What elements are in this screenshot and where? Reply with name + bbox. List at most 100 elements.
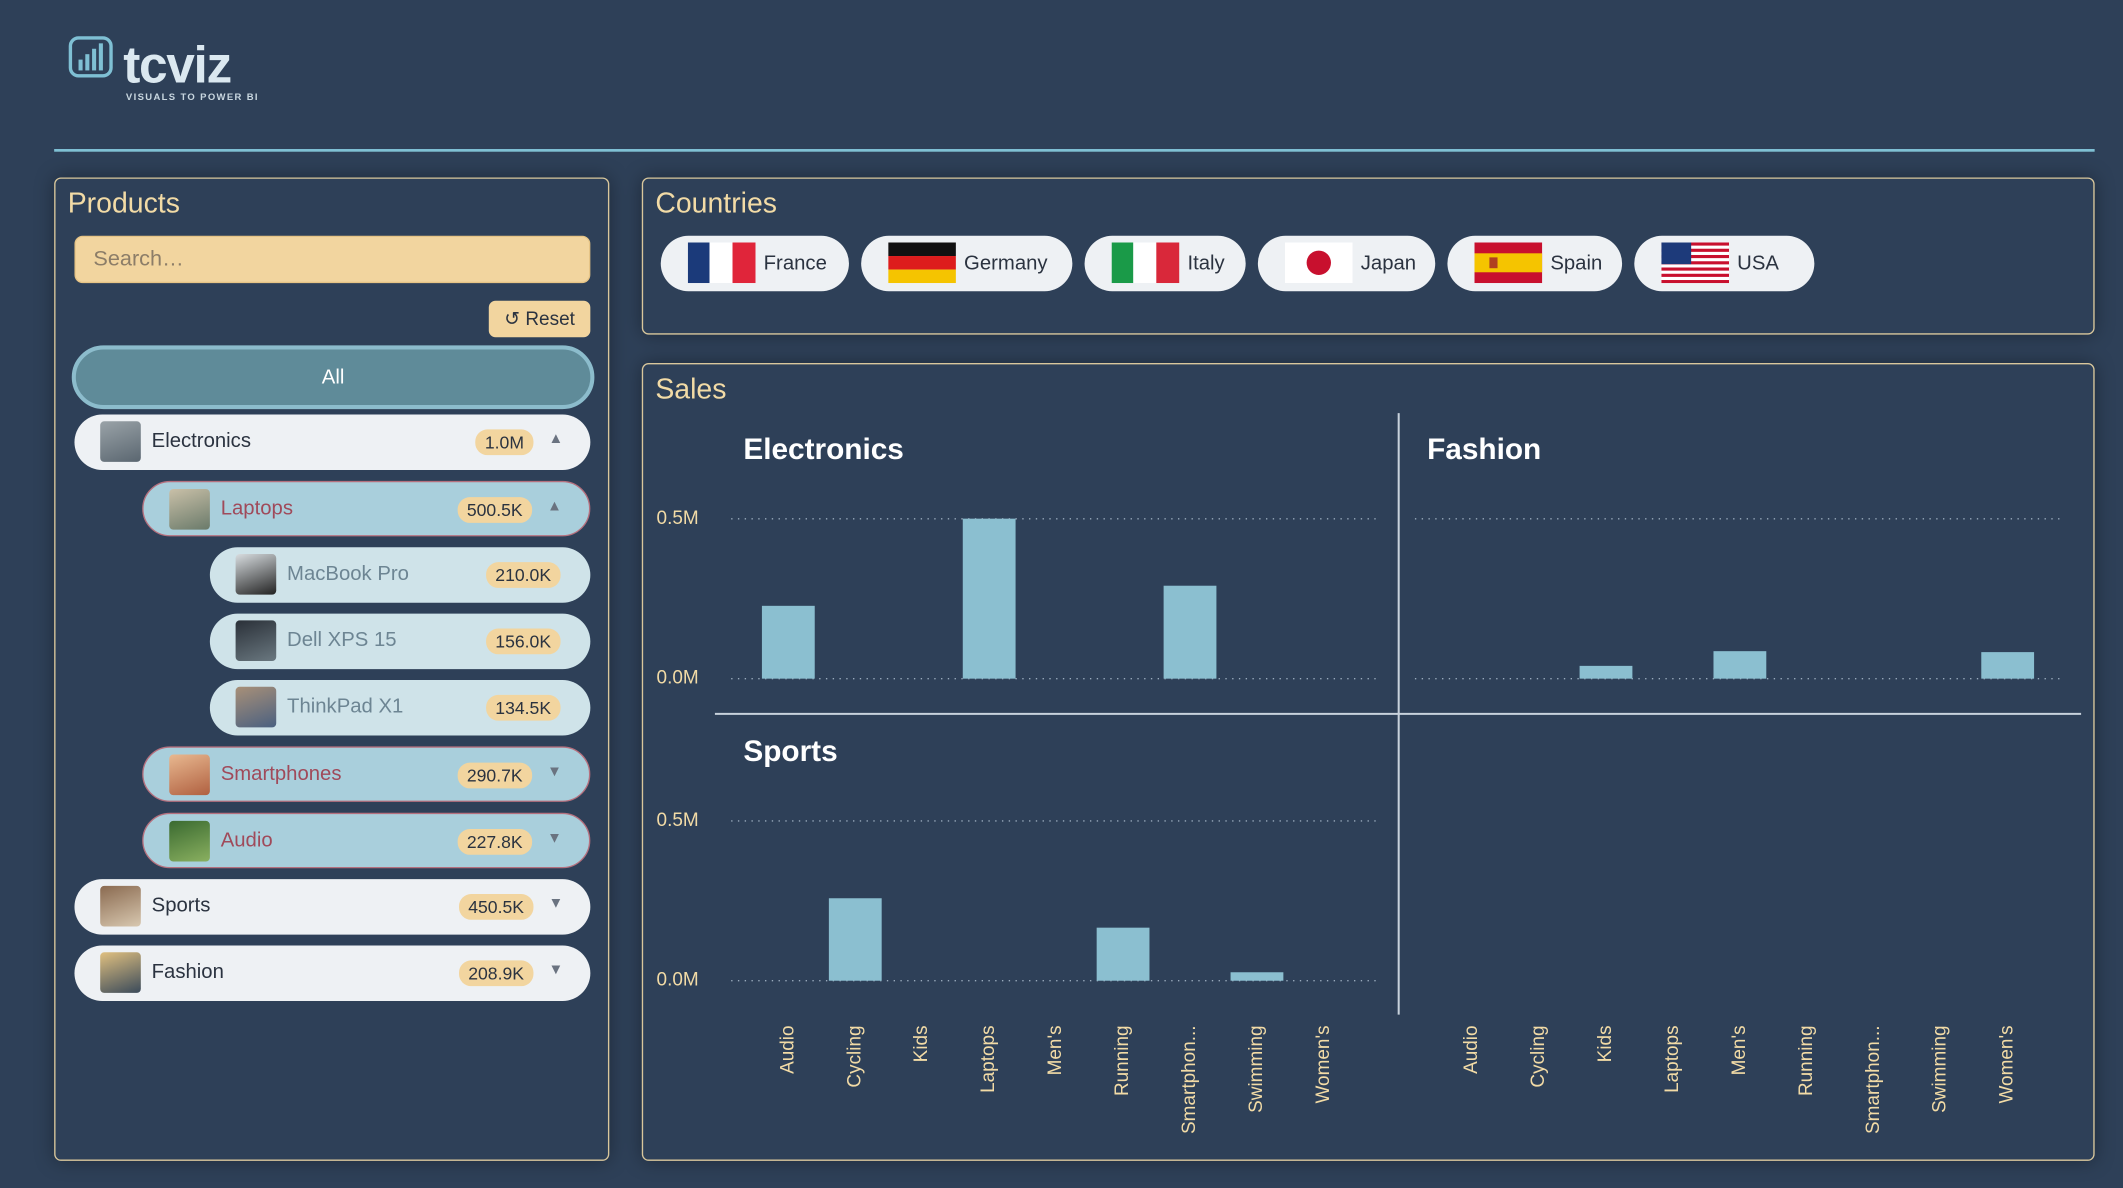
logo-icon [68,36,113,78]
thumbnail [100,421,141,462]
bar [1981,652,2035,679]
expand-arrow[interactable]: ▼ [548,961,564,979]
expand-arrow[interactable]: ▼ [547,763,562,781]
tree-item[interactable]: ThinkPad X1 134.5K [209,680,591,736]
x-tick-label: Kids [1595,1025,1616,1062]
x-tick-label: Laptops [1662,1025,1683,1092]
all-button[interactable]: All [71,345,595,410]
flag [1111,242,1180,284]
x-tick-label: Men's [1045,1025,1066,1075]
x-tick-label: Smartphon... [1863,1025,1884,1134]
item-name: Electronics [151,429,251,453]
expand-arrow[interactable]: ▲ [547,498,562,515]
country-name: Japan [1360,251,1417,275]
bar [1230,972,1284,981]
countries-panel: Countries France Germany Italy Japan Spain US… [641,177,2095,335]
item-name: Laptops [220,497,293,521]
bar [1713,651,1767,679]
country-pill[interactable]: Germany [861,235,1073,292]
item-name: MacBook Pro [287,562,409,586]
tree-item[interactable]: Electronics 1.0M ▲ [74,414,591,471]
sales-panel: Sales [641,363,2095,1161]
thumbnail [169,489,210,530]
country-name: USA [1737,251,1779,275]
expand-arrow[interactable]: ▼ [547,830,562,847]
bar [828,898,882,981]
tree-item[interactable]: Audio 227.8K ▼ [142,812,591,869]
tree-item[interactable]: Fashion 208.9K ▼ [74,945,591,1002]
item-value: 450.5K [458,894,534,920]
tree-item[interactable]: Sports 450.5K ▼ [74,879,591,935]
search-box[interactable]: Search… [74,235,591,284]
x-tick-label: Cycling [1528,1025,1549,1087]
divider [54,149,2095,152]
products-panel: Products Search… ↺ Reset All Electronics… [54,177,610,1161]
x-tick-label: Kids [911,1025,932,1062]
panel-title: Electronics [743,433,904,466]
item-name: Smartphones [220,762,342,786]
x-tick-label: Swimming [1930,1025,1951,1112]
logo-text: tcviz [123,37,232,95]
country-pill[interactable]: Italy [1084,235,1246,292]
flag [687,242,756,284]
panel-title: Products [67,188,180,220]
item-name: ThinkPad X1 [287,694,404,718]
bar [1163,585,1217,679]
country-name: Germany [964,251,1048,275]
expand-arrow[interactable]: ▲ [548,430,564,448]
x-tick-label: Audio [777,1025,798,1073]
flag [1284,242,1353,284]
thumbnail [100,885,141,927]
flag [1661,242,1730,284]
flag [1474,242,1543,284]
x-tick-label: Running [1112,1025,1133,1096]
reset-button[interactable]: ↺ Reset [488,300,591,338]
thumbnail [169,754,210,796]
tree-item[interactable]: Laptops 500.5K ▲ [142,480,591,537]
x-tick-label: Men's [1729,1025,1750,1075]
x-tick-label: Running [1796,1025,1817,1096]
bar [962,518,1016,679]
thumbnail [100,952,141,993]
item-name: Fashion [151,960,224,984]
country-name: Italy [1187,251,1225,275]
panel-title: Countries [655,188,778,220]
x-tick-label: Swimming [1246,1025,1267,1112]
y-tick-label: 0.5M [657,810,699,831]
item-name: Dell XPS 15 [287,628,397,652]
thumbnail [235,620,277,662]
tree-item[interactable]: MacBook Pro 210.0K [209,547,591,603]
country-pill[interactable]: Japan [1257,235,1436,292]
tree-item[interactable]: Smartphones 290.7K ▼ [142,746,591,802]
y-tick-label: 0.0M [657,970,699,991]
item-value: 208.9K [458,960,534,987]
item-value: 134.5K [485,694,561,721]
x-tick-label: Smartphon... [1179,1025,1200,1134]
item-value: 210.0K [485,562,561,588]
country-pill[interactable]: USA [1634,235,1815,292]
bar [1579,665,1633,679]
item-value: 156.0K [485,628,561,655]
bar [1096,927,1150,981]
thumbnail [235,686,277,728]
item-value: 290.7K [457,762,533,789]
x-tick-label: Laptops [978,1025,999,1092]
panel-title: Fashion [1427,433,1541,466]
bar [761,605,815,679]
expand-arrow[interactable]: ▼ [548,895,564,912]
item-value: 227.8K [457,829,533,855]
thumbnail [235,554,277,595]
tagline: VISUALS TO POWER BI [125,93,259,103]
panel-title: Sales [655,373,727,406]
country-pill[interactable]: France [660,235,849,292]
x-tick-label: Women's [1313,1025,1334,1103]
country-pill[interactable]: Spain [1447,235,1623,292]
item-name: Sports [151,894,211,918]
item-value: 1.0M [475,429,534,456]
x-tick-label: Cycling [844,1025,865,1087]
panel-title: Sports [743,735,837,768]
tree-item[interactable]: Dell XPS 15 156.0K [209,613,591,670]
y-tick-label: 0.5M [657,508,699,529]
